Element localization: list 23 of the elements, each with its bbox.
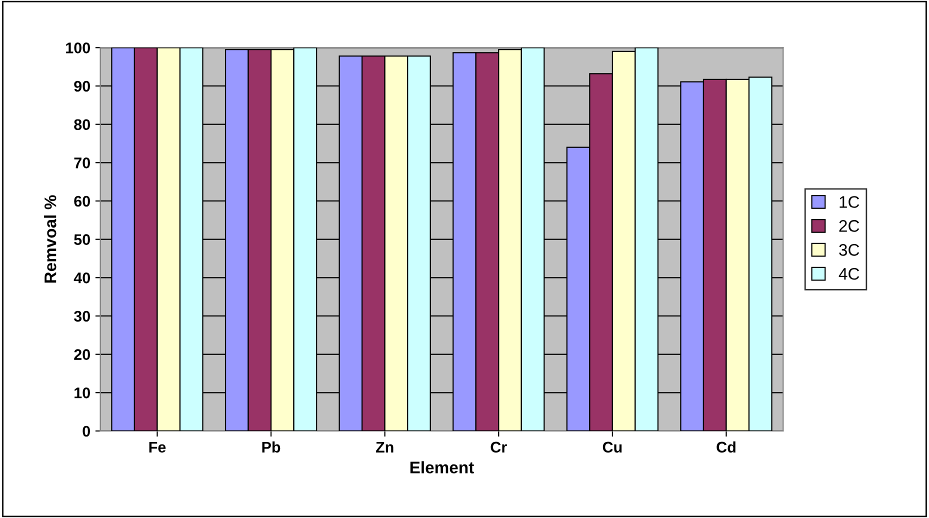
y-tick-label: 80 [74, 119, 90, 130]
y-axis-title: Remvoal % [44, 195, 56, 283]
x-tick-label: Cu [602, 442, 622, 453]
x-tick-label: Fe [149, 442, 166, 453]
x-tick-label: Pb [262, 441, 280, 453]
y-tick-label: 20 [74, 349, 90, 360]
x-tick-label: Zn [376, 442, 394, 452]
y-tick-label: 0 [82, 426, 90, 437]
y-tick-label: 70 [74, 158, 90, 168]
y-tick-label: 90 [74, 80, 90, 92]
x-tick-label: Cd [716, 441, 736, 453]
legend-label: 4C [838, 268, 860, 280]
x-tick-label: Cr [490, 442, 507, 453]
y-tick-label: 10 [74, 388, 90, 398]
x-axis-title: Element [410, 461, 474, 474]
legend-label: 3C [839, 244, 860, 256]
y-tick-label: 60 [74, 196, 90, 207]
y-tick-label: 50 [74, 234, 90, 245]
legend-label: 1C [840, 196, 860, 208]
y-tick-label: 30 [74, 310, 90, 322]
legend-label: 2C [839, 220, 860, 232]
y-tick-label: 40 [74, 272, 90, 284]
y-tick-label: 100 [66, 42, 90, 54]
